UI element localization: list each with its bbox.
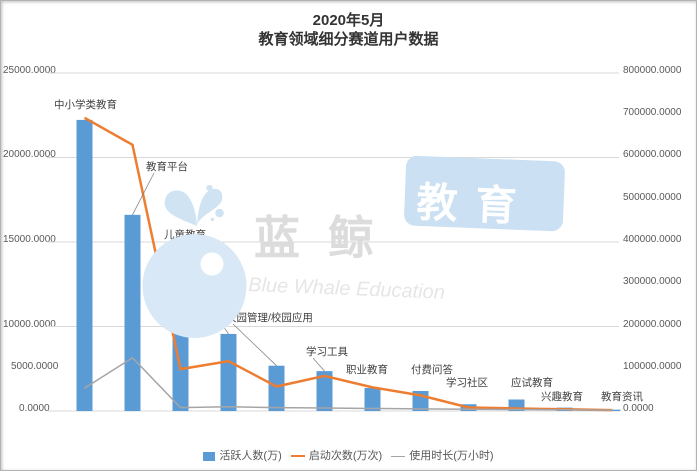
- svg-text:教育: 教育: [416, 179, 536, 230]
- svg-text:Blue Whale Education: Blue Whale Education: [248, 274, 446, 304]
- svg-text:蓝鲸: 蓝鲸: [254, 212, 402, 264]
